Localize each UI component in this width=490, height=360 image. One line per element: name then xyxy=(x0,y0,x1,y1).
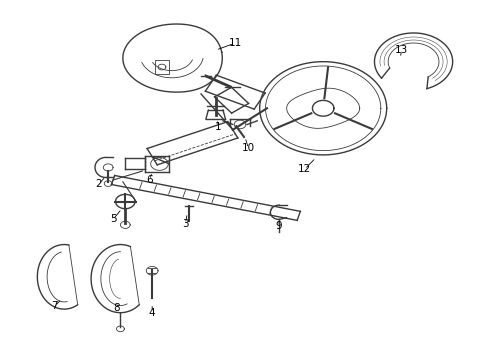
Text: 5: 5 xyxy=(110,215,117,224)
Polygon shape xyxy=(374,33,453,89)
Text: 8: 8 xyxy=(113,303,120,314)
Polygon shape xyxy=(313,100,334,116)
Bar xyxy=(155,60,169,74)
Polygon shape xyxy=(123,24,222,92)
Polygon shape xyxy=(287,88,360,129)
Polygon shape xyxy=(121,221,130,228)
Text: 6: 6 xyxy=(147,175,153,185)
Polygon shape xyxy=(147,266,158,275)
Polygon shape xyxy=(91,244,139,313)
Text: 9: 9 xyxy=(275,221,282,231)
Text: 1: 1 xyxy=(215,122,222,132)
Polygon shape xyxy=(260,62,387,155)
Text: 3: 3 xyxy=(182,219,189,229)
Text: 11: 11 xyxy=(229,38,242,48)
Text: 2: 2 xyxy=(95,179,102,189)
Polygon shape xyxy=(117,326,124,332)
Polygon shape xyxy=(37,244,77,309)
Text: 12: 12 xyxy=(298,164,311,174)
Text: 13: 13 xyxy=(395,45,408,55)
Text: 4: 4 xyxy=(149,308,155,318)
Text: 10: 10 xyxy=(242,143,255,153)
Polygon shape xyxy=(104,181,112,186)
Text: 7: 7 xyxy=(51,301,58,311)
